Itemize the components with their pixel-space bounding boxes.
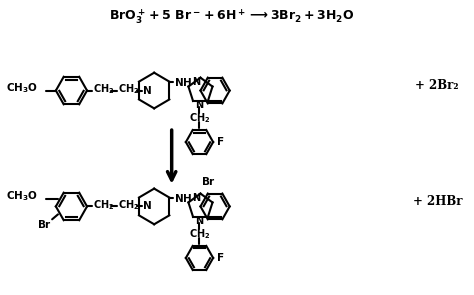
- Text: + 2Br₂: + 2Br₂: [415, 79, 458, 92]
- Text: $\mathbf{N}$: $\mathbf{N}$: [195, 99, 204, 110]
- Text: $\mathbf{CH_2}$: $\mathbf{CH_2}$: [189, 227, 210, 241]
- Text: $\mathbf{CH_2}$: $\mathbf{CH_2}$: [118, 199, 140, 212]
- Text: $\mathbf{CH_2}$: $\mathbf{CH_2}$: [93, 83, 114, 96]
- Text: $\mathbf{CH_2}$: $\mathbf{CH_2}$: [189, 112, 210, 125]
- Text: $\mathbf{NH}$: $\mathbf{NH}$: [174, 191, 192, 204]
- Text: $\mathbf{Br}$: $\mathbf{Br}$: [37, 218, 52, 230]
- Text: $\mathbf{CH_3O}$: $\mathbf{CH_3O}$: [6, 190, 38, 204]
- Text: + 2HBr: + 2HBr: [413, 195, 463, 208]
- Text: $\mathbf{CH_2}$: $\mathbf{CH_2}$: [93, 199, 114, 212]
- Text: $\mathbf{Br}$: $\mathbf{Br}$: [201, 175, 216, 187]
- Text: $\mathbf{N}$: $\mathbf{N}$: [142, 83, 151, 96]
- Text: $\mathbf{N}$: $\mathbf{N}$: [195, 214, 204, 226]
- Text: $\mathbf{F}$: $\mathbf{F}$: [216, 251, 224, 263]
- Text: $\mathbf{N}$: $\mathbf{N}$: [192, 75, 201, 87]
- Text: $\mathbf{CH_2}$: $\mathbf{CH_2}$: [118, 83, 140, 96]
- Text: $\mathbf{N}$: $\mathbf{N}$: [192, 191, 201, 203]
- Text: $\mathbf{BrO_3^+ + 5\ Br^- + 6H^+ \longrightarrow 3Br_2 + 3H_2O}$: $\mathbf{BrO_3^+ + 5\ Br^- + 6H^+ \longr…: [109, 7, 355, 26]
- Text: $\mathbf{CH_3O}$: $\mathbf{CH_3O}$: [6, 82, 38, 96]
- Text: $\mathbf{F}$: $\mathbf{F}$: [216, 135, 224, 147]
- Text: $\mathbf{NH}$: $\mathbf{NH}$: [174, 76, 192, 88]
- Text: $\mathbf{N}$: $\mathbf{N}$: [142, 199, 151, 212]
